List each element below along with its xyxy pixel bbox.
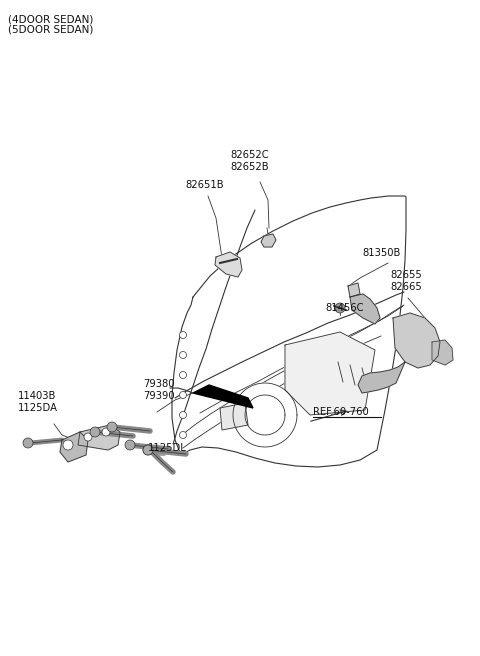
Text: 82652C
82652B: 82652C 82652B	[231, 150, 269, 172]
Circle shape	[180, 392, 187, 398]
Text: 82655
82665: 82655 82665	[390, 270, 422, 292]
Polygon shape	[348, 283, 360, 297]
Circle shape	[23, 438, 33, 448]
Circle shape	[180, 432, 187, 438]
Polygon shape	[60, 432, 88, 462]
Circle shape	[143, 445, 153, 455]
Circle shape	[90, 427, 100, 437]
Polygon shape	[432, 340, 453, 365]
Polygon shape	[172, 196, 406, 467]
Circle shape	[102, 428, 110, 436]
Polygon shape	[233, 383, 297, 447]
Polygon shape	[215, 252, 242, 277]
Text: 1125DL: 1125DL	[148, 443, 187, 453]
Circle shape	[107, 422, 117, 432]
Circle shape	[180, 411, 187, 419]
Circle shape	[335, 303, 345, 313]
Circle shape	[180, 371, 187, 379]
Polygon shape	[193, 385, 253, 408]
Polygon shape	[350, 294, 380, 324]
Text: 82651B: 82651B	[185, 180, 224, 190]
Polygon shape	[285, 332, 375, 415]
Circle shape	[180, 331, 187, 338]
Text: (5DOOR SEDAN): (5DOOR SEDAN)	[8, 25, 94, 35]
Circle shape	[84, 433, 92, 441]
Polygon shape	[393, 313, 440, 368]
Text: 11403B
1125DA: 11403B 1125DA	[18, 390, 58, 413]
Text: 81350B: 81350B	[362, 248, 400, 258]
Text: 79380
79390: 79380 79390	[143, 379, 175, 401]
Circle shape	[125, 440, 135, 450]
Polygon shape	[220, 403, 248, 430]
Polygon shape	[78, 425, 120, 450]
Polygon shape	[261, 234, 276, 247]
Polygon shape	[358, 362, 405, 393]
Circle shape	[180, 352, 187, 358]
Circle shape	[143, 445, 153, 455]
Text: REF.60-760: REF.60-760	[313, 407, 369, 417]
Text: (4DOOR SEDAN): (4DOOR SEDAN)	[8, 14, 94, 24]
Circle shape	[63, 440, 73, 450]
Text: 81456C: 81456C	[325, 303, 363, 313]
